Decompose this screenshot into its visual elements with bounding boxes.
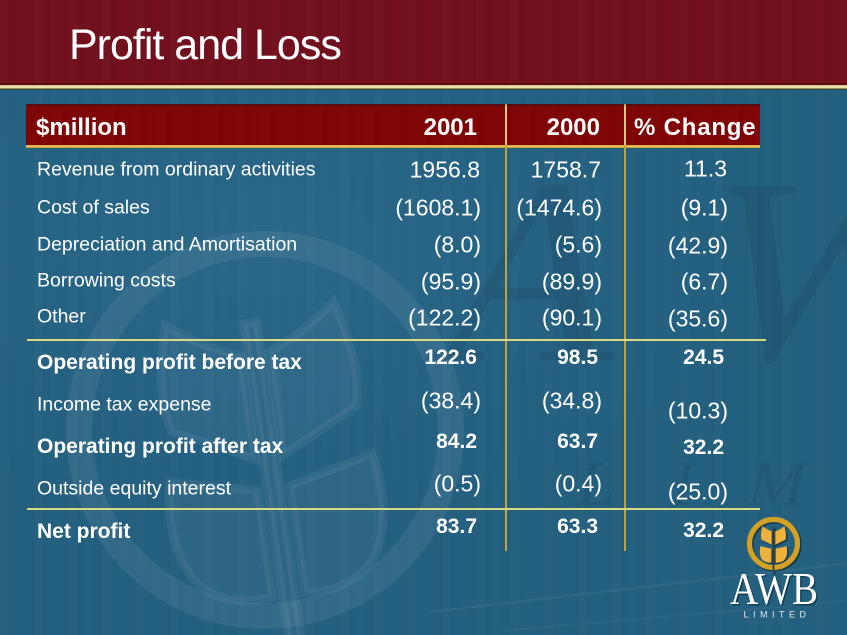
- svg-text:AWB: AWB: [411, 124, 847, 418]
- svg-text:AWB: AWB: [732, 566, 820, 616]
- svg-text:LIMITED: LIMITED: [743, 610, 810, 620]
- svg-text:AWB: AWB: [730, 564, 818, 614]
- svg-text:LIMITED: LIMITED: [572, 448, 847, 519]
